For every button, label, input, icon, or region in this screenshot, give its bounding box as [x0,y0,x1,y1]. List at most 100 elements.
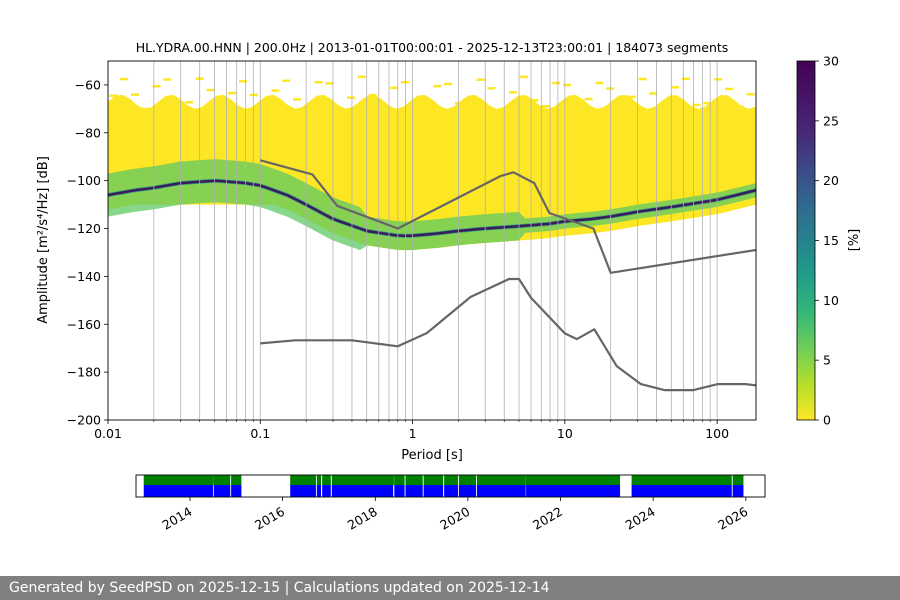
colorbar-tick-label: 20 [823,173,839,188]
colorbar-ticks: 0 5 10 15 20 25 30 [815,54,839,428]
coverage-segment-bottom [231,485,242,497]
psd-speckle [347,96,355,99]
psd-speckle [541,105,550,108]
coverage-segment-bottom [732,485,744,497]
psd-speckle [131,93,139,96]
psd-speckle [368,93,377,97]
coverage-segment-bottom [322,485,331,497]
psd-speckle [239,80,247,83]
psd-yellow-envelope [108,94,756,251]
psd-speckle [152,85,161,88]
coverage-segment-bottom [213,485,231,497]
y-tick-label: −60 [75,77,101,92]
psd-speckle [671,86,679,89]
psd-speckle [379,106,388,109]
coverage-segment-top [143,475,213,485]
psd-speckle [455,101,463,105]
psd-speckle [530,99,539,102]
psd-speckle [573,102,582,106]
psd-speckle [725,87,733,91]
psd-speckle [141,107,150,111]
colorbar-tick-label: 25 [823,113,839,128]
coverage-segment-bottom [458,485,476,497]
coverage-segment-bottom [405,485,423,497]
coverage-segment-top [631,475,732,485]
psd-speckle [476,78,485,81]
psd-plot: 0.01 0.1 1 10 100 −200 −180 −160 −140 −120 −100 −8… [36,60,757,463]
psd-speckle [617,103,625,107]
psd-speckle [282,79,291,82]
psd-speckle [185,100,193,104]
coverage-segment-bottom [143,485,213,497]
nlnm-curve [260,277,756,392]
coverage-segment-top [316,475,322,485]
y-axis: −200 −180 −160 −140 −120 −100 −80 −60 [67,77,108,428]
coverage-gap-top [212,475,214,485]
psd-speckle [649,92,658,95]
timeline-frame [135,474,766,498]
coverage-segment-top [405,475,423,485]
psd-speckle [595,81,604,85]
x-tick-label: 10 [557,426,573,441]
psd-speckle [325,82,334,85]
psd-speckle [293,98,301,101]
psd-speckle [260,103,269,107]
x-tick-label: 100 [705,426,729,441]
colorbar-gradient [796,60,816,421]
psd-speckle [735,105,744,109]
y-tick-label: −100 [67,173,101,188]
psd-speckle [519,75,528,79]
x-axis: 0.01 0.1 1 10 100 [94,420,729,441]
colorbar-tick-label: 0 [823,413,831,428]
psd-speckle [120,77,129,81]
y-tick-label: −200 [67,413,101,428]
psd-speckle [746,93,755,96]
y-tick-label: −120 [67,221,101,236]
coverage-segment-top [732,475,744,485]
coverage-segment-bottom [444,485,458,497]
psd-speckle [314,81,323,84]
coverage-segment-top [526,475,621,485]
y-axis-label: Amplitude [m²/s⁴/Hz] [dB] [36,156,51,324]
colorbar-tick-label: 30 [823,54,839,69]
footer-bar: Generated by SeedPSD on 2025-12-15 | Cal… [0,576,900,600]
psd-speckle [681,77,690,81]
data-coverage-timeline: 2014 2016 2018 2020 2022 2024 2026 [135,474,766,533]
y-tick-label: −80 [75,125,101,140]
coverage-segment-bottom [476,485,526,497]
psd-speckle [163,78,172,81]
psd-speckle [433,84,442,88]
coverage-segment-top [394,475,405,485]
psd-green-band [108,159,756,251]
psd-speckle [498,108,507,112]
y-tick-label: −180 [67,365,101,380]
psd-speckle [228,91,237,95]
coverage-segment-top [458,475,476,485]
coverage-segment-bottom [631,485,732,497]
x-grid [108,61,718,420]
psd-speckle [411,98,420,102]
psd-speckle [401,81,409,84]
psd-speckle [692,103,701,107]
psd-speckle [563,83,571,87]
psd-speckle [606,87,615,90]
psd-speckle [303,104,312,108]
psd-speckle [660,108,669,111]
timeline-tick-label: 2014 [159,504,194,533]
timeline-tick-label: 2026 [715,504,750,533]
psd-speckle [714,78,723,81]
plot-frame [107,60,757,421]
coverage-segment-top [213,475,231,485]
psd-speckle [422,101,431,105]
psd-speckle [390,86,399,90]
coverage-gap-top [393,475,395,485]
coverage-segment-top [444,475,458,485]
psd-speckle [703,101,712,105]
psd-speckle [174,104,183,108]
psd-speckle [627,95,636,99]
coverage-segment-bottom [316,485,322,497]
psd-speckle [638,77,647,81]
chart-title: HL.YDRA.00.HNN | 200.0Hz | 2013-01-01T00… [136,40,729,55]
coverage-segment-top [322,475,331,485]
